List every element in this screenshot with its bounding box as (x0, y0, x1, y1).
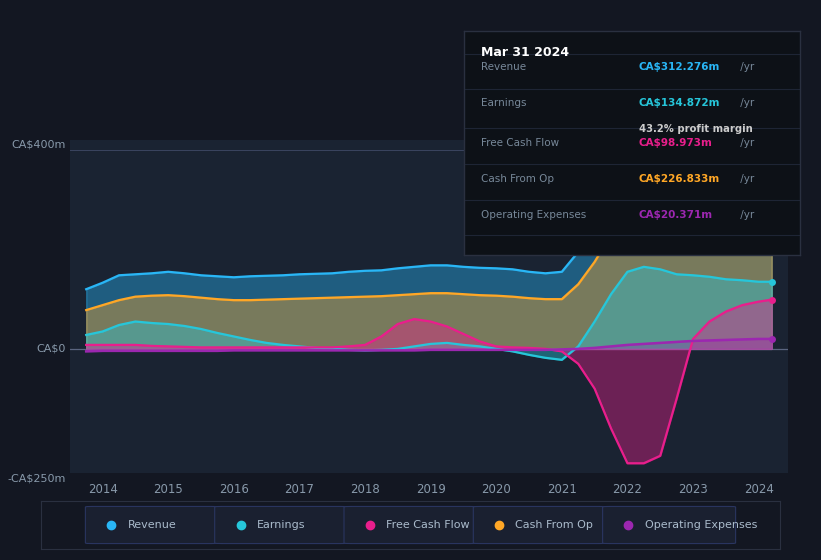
Text: CA$312.276m: CA$312.276m (639, 62, 720, 72)
Text: Operating Expenses: Operating Expenses (481, 210, 586, 220)
Text: Operating Expenses: Operating Expenses (644, 520, 757, 530)
Text: 43.2% profit margin: 43.2% profit margin (639, 124, 753, 134)
Text: Revenue: Revenue (127, 520, 177, 530)
Text: CA$20.371m: CA$20.371m (639, 210, 713, 220)
Text: Mar 31 2024: Mar 31 2024 (481, 46, 569, 59)
Text: Free Cash Flow: Free Cash Flow (386, 520, 470, 530)
Text: /yr: /yr (736, 62, 754, 72)
FancyBboxPatch shape (473, 506, 606, 544)
Text: Revenue: Revenue (481, 62, 525, 72)
FancyBboxPatch shape (85, 506, 218, 544)
Text: /yr: /yr (736, 210, 754, 220)
FancyBboxPatch shape (603, 506, 736, 544)
Text: Cash From Op: Cash From Op (481, 174, 553, 184)
Text: Earnings: Earnings (481, 98, 526, 108)
Text: Free Cash Flow: Free Cash Flow (481, 138, 559, 148)
Text: Earnings: Earnings (257, 520, 305, 530)
Text: CA$134.872m: CA$134.872m (639, 98, 720, 108)
Text: Cash From Op: Cash From Op (516, 520, 594, 530)
Text: CA$98.973m: CA$98.973m (639, 138, 713, 148)
Text: /yr: /yr (736, 98, 754, 108)
Text: CA$0: CA$0 (37, 344, 67, 354)
FancyBboxPatch shape (214, 506, 347, 544)
FancyBboxPatch shape (344, 506, 477, 544)
Text: /yr: /yr (736, 138, 754, 148)
Text: CA$400m: CA$400m (11, 140, 67, 150)
Text: /yr: /yr (736, 174, 754, 184)
Text: -CA$250m: -CA$250m (8, 473, 67, 483)
Text: CA$226.833m: CA$226.833m (639, 174, 720, 184)
